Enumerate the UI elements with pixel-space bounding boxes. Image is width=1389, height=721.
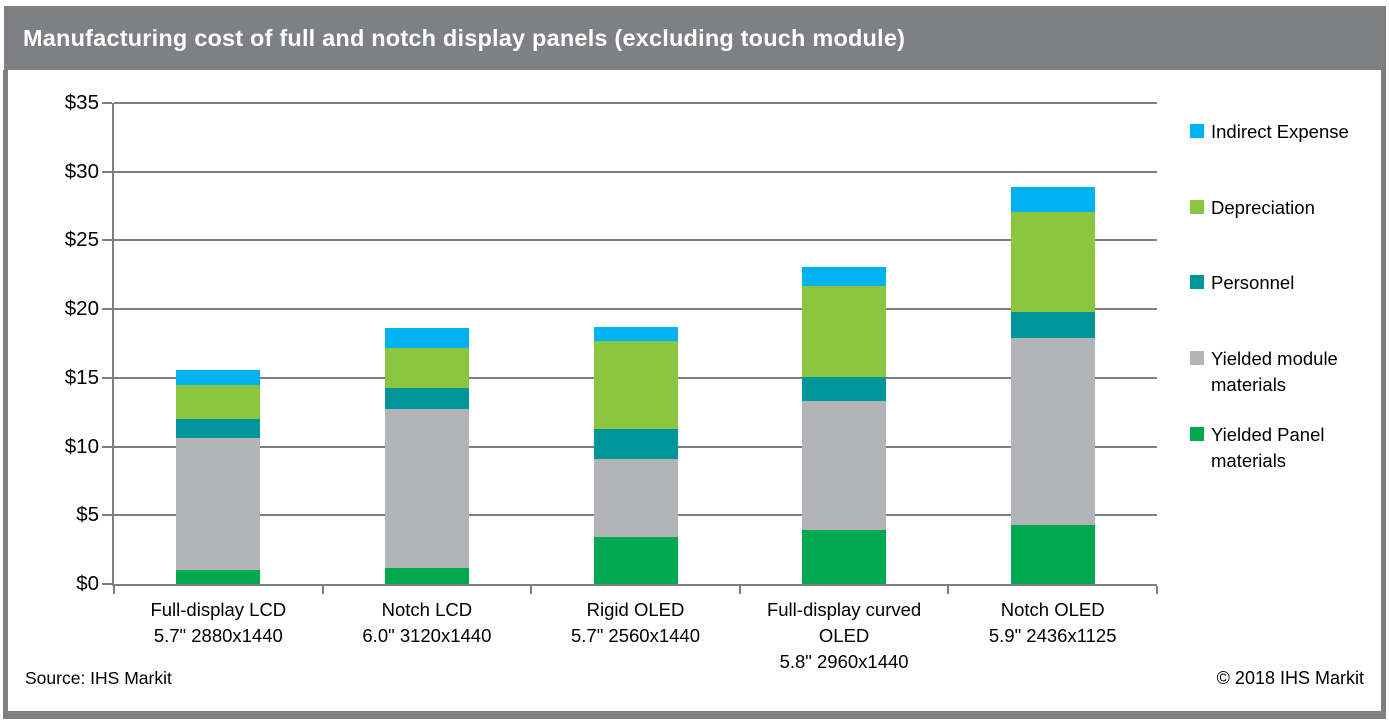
y-axis-line (112, 103, 114, 586)
x-axis-tick (1156, 586, 1158, 594)
legend-swatch (1190, 351, 1204, 366)
bar-segment-module-materials (384, 409, 469, 568)
x-category-label-line: 5.9" 2436x1125 (988, 625, 1117, 646)
frame-border-right (1381, 70, 1386, 712)
bar-segment-depreciation (384, 347, 469, 388)
stacked-bar (802, 266, 887, 584)
x-axis-tick (321, 586, 324, 594)
bar-segment-personnel (384, 387, 469, 410)
bar-segment-panel-materials (1010, 524, 1095, 584)
bar-segment-personnel (1010, 311, 1095, 339)
stacked-bar (593, 327, 678, 584)
bar-segment-indirect-expense (1010, 186, 1095, 212)
bar-segment-module-materials (1010, 338, 1095, 525)
legend-swatch (1190, 426, 1204, 441)
bar-segment-module-materials (593, 458, 678, 538)
legend-swatch (1190, 124, 1204, 138)
bar-segment-personnel (802, 376, 887, 402)
bar-segment-depreciation (593, 340, 678, 429)
legend-label: Yielded Panel materials (1211, 423, 1325, 471)
source-note: Source: IHS Markit (25, 668, 172, 688)
x-category-label: Rigid OLED 5.7" 2560x1440 (516, 597, 756, 649)
y-gridline (114, 170, 1157, 173)
y-axis-tick (102, 583, 112, 585)
x-category-label-line: Full-display LCD (150, 599, 287, 620)
copyright-note: © 2018 IHS Markit (1216, 668, 1364, 688)
x-category-label-line: Rigid OLED (586, 599, 685, 620)
x-category-label-line: 5.8" 2960x1440 (779, 651, 909, 672)
y-gridline (114, 308, 1157, 311)
y-tick-label: $10 (64, 434, 99, 458)
bar-segment-indirect-expense (593, 327, 678, 341)
stacked-bar (176, 369, 261, 584)
legend-swatch (1190, 199, 1204, 214)
legend-item: Yielded module materials (1190, 346, 1351, 398)
x-category-label-line: Full-display curved (766, 599, 922, 620)
x-category-label-line: Notch LCD (381, 599, 473, 620)
bar-segment-panel-materials (593, 537, 678, 584)
x-category-label-line: 5.7" 2880x1440 (153, 625, 283, 646)
x-category-label: Full-display curved OLED 5.8" 2960x1440 (724, 597, 964, 675)
x-axis-tick (113, 586, 115, 594)
y-tick-label: $20 (64, 297, 99, 321)
legend-label: Indirect Expense (1211, 121, 1349, 142)
x-category-label: Notch OLED 5.9" 2436x1125 (933, 597, 1173, 649)
x-axis-tick (738, 586, 741, 594)
y-axis-tick (102, 308, 112, 311)
y-tick-label: $25 (64, 228, 99, 252)
x-category-label-line: Notch OLED (1000, 599, 1105, 620)
x-category-label-line: 5.7" 2560x1440 (571, 625, 700, 646)
y-axis-tick (102, 376, 112, 379)
y-axis-tick (102, 239, 112, 242)
x-axis-tick (530, 586, 533, 594)
bar-segment-panel-materials (384, 567, 469, 584)
bar-segment-personnel (176, 419, 261, 439)
y-tick-label: $0 (76, 572, 99, 595)
bar-segment-depreciation (176, 384, 261, 420)
bar-segment-module-materials (176, 438, 261, 571)
bar-segment-indirect-expense (802, 266, 887, 286)
legend-swatch (1190, 275, 1204, 290)
bar-segment-indirect-expense (176, 369, 261, 385)
legend-item: Depreciation (1190, 195, 1351, 221)
x-category-label-line: OLED (818, 625, 870, 646)
legend-item: Personnel (1190, 270, 1351, 296)
legend-label: Depreciation (1211, 196, 1315, 218)
legend-item: Indirect Expense (1190, 119, 1351, 145)
x-axis-line (112, 584, 1157, 586)
legend-label: Yielded module materials (1211, 348, 1338, 396)
y-gridline (114, 102, 1157, 105)
y-axis-tick (102, 445, 112, 448)
bar-segment-indirect-expense (384, 328, 469, 348)
frame-border-left (3, 70, 8, 712)
frame-border-bottom (3, 711, 1386, 719)
legend-label: Personnel (1211, 272, 1295, 294)
bar-segment-module-materials (802, 401, 887, 531)
chart-title-bar: Manufacturing cost of full and notch dis… (4, 6, 1386, 70)
bar-segment-depreciation (802, 285, 887, 377)
y-tick-label: $5 (76, 503, 99, 527)
y-tick-label: $15 (64, 365, 99, 389)
y-tick-label: $30 (64, 159, 99, 183)
x-category-label: Full-display LCD 5.7" 2880x1440 (98, 597, 338, 649)
y-axis-tick (102, 102, 112, 105)
x-category-label-line: 6.0" 3120x1440 (362, 625, 492, 646)
y-axis-tick (102, 514, 112, 517)
y-axis-tick (102, 170, 112, 173)
plot-area: $0 $5 $10 $15 $20 $25 $30 $35 Full-display LCD 5.… (65, 92, 1158, 672)
legend-item: Yielded Panel materials (1190, 422, 1351, 474)
chart-title: Manufacturing cost of full and notch dis… (23, 24, 906, 51)
bar-segment-personnel (593, 428, 678, 459)
bar-segment-panel-materials (176, 570, 261, 584)
stacked-bar (384, 328, 469, 584)
bar-segment-panel-materials (802, 530, 887, 584)
stacked-bar (1010, 186, 1095, 584)
x-axis-tick (947, 586, 950, 594)
x-category-label: Notch LCD 6.0" 3120x1440 (307, 597, 547, 649)
y-tick-label: $35 (64, 91, 99, 114)
y-gridline (114, 239, 1157, 242)
bar-segment-depreciation (1010, 211, 1095, 312)
